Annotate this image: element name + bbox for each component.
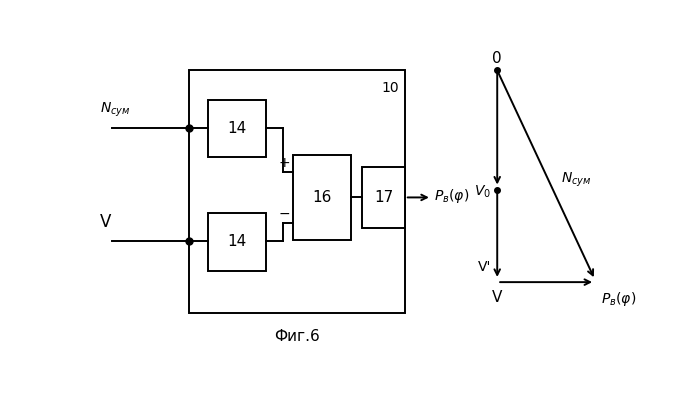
Text: 17: 17	[374, 190, 394, 205]
Text: 0: 0	[492, 51, 502, 66]
Text: $N_{сум}$: $N_{сум}$	[561, 171, 591, 189]
Text: 14: 14	[228, 121, 247, 136]
Text: $N_{сум}$: $N_{сум}$	[100, 100, 130, 119]
Text: V: V	[492, 290, 503, 305]
Text: 16: 16	[312, 190, 332, 205]
Text: 14: 14	[228, 234, 247, 249]
Bar	[293, 155, 351, 240]
Text: V': V'	[477, 260, 491, 275]
Text: V: V	[100, 212, 111, 230]
Text: $P_{в}(\varphi)$: $P_{в}(\varphi)$	[434, 187, 469, 205]
Text: $P_{в}(\varphi)$: $P_{в}(\varphi)$	[601, 290, 636, 308]
Text: 10: 10	[381, 81, 398, 95]
Bar	[363, 167, 405, 228]
Text: Фиг.6: Фиг.6	[274, 329, 320, 344]
Text: +: +	[278, 156, 290, 171]
Text: −: −	[278, 207, 290, 221]
Bar	[189, 71, 405, 313]
Bar	[208, 100, 266, 157]
Bar	[208, 213, 266, 271]
Text: $V_0$: $V_0$	[474, 184, 491, 200]
